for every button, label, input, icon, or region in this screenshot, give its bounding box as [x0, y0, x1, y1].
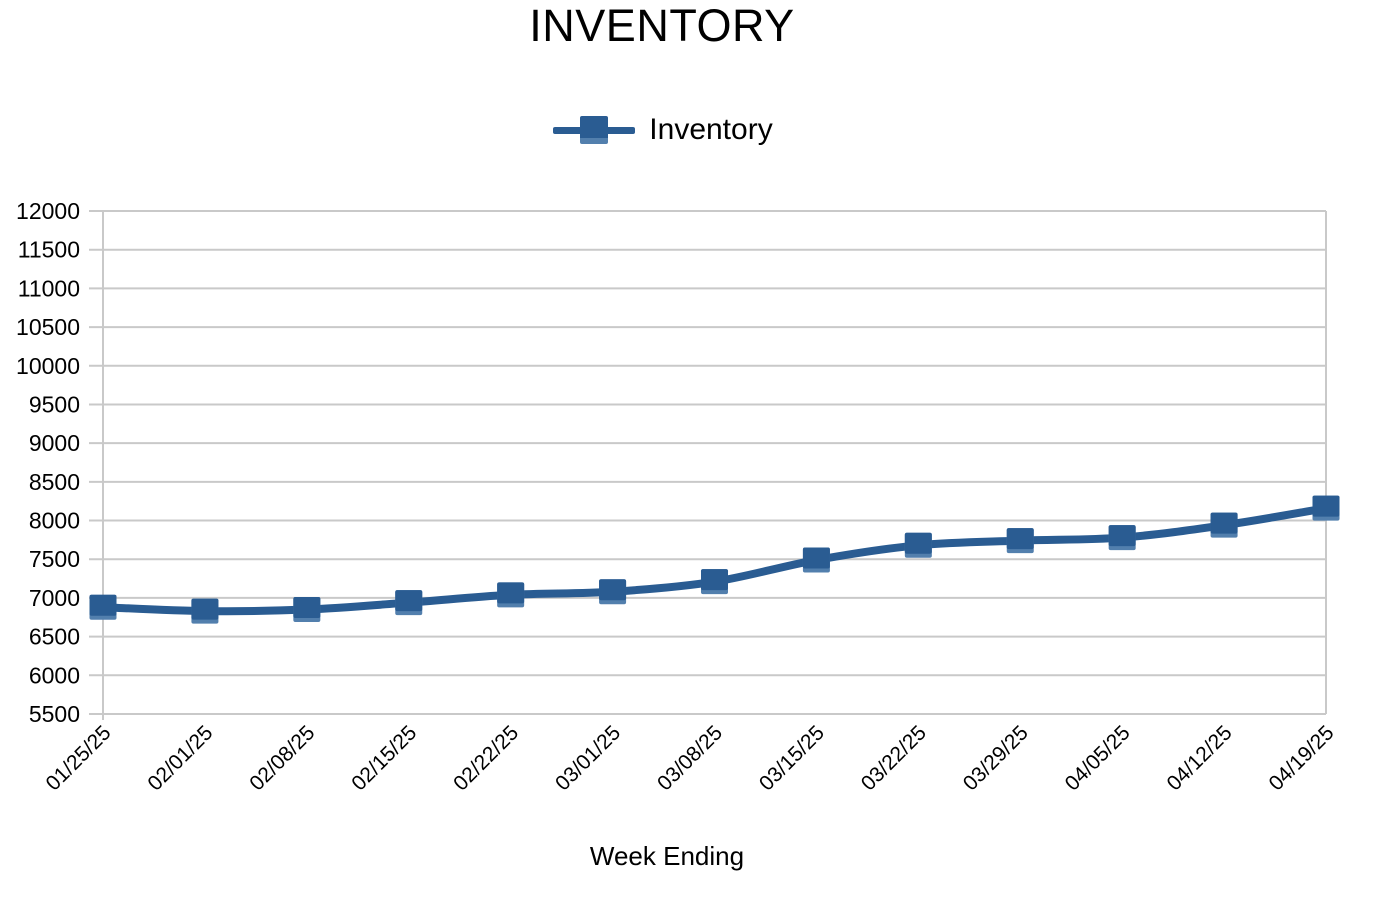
- x-tick-label: 03/08/25: [653, 721, 727, 795]
- x-tick-label: 02/22/25: [449, 721, 523, 795]
- y-tick-label: 7500: [29, 546, 80, 572]
- y-tick-label: 8000: [29, 508, 80, 534]
- data-point-marker: [1108, 525, 1136, 547]
- y-tick-label: 11000: [18, 275, 80, 301]
- x-tick-label: 04/19/25: [1264, 721, 1338, 795]
- data-point-marker: [1006, 528, 1034, 550]
- data-point-marker: [599, 579, 627, 601]
- y-tick-label: 8500: [29, 469, 80, 495]
- legend-series-marker-icon: [553, 116, 636, 144]
- x-axis-title: Week Ending: [589, 841, 745, 871]
- x-tick-label: 02/15/25: [347, 721, 421, 795]
- legend: Inventory: [0, 106, 1326, 154]
- y-tick-label: 12000: [16, 198, 80, 224]
- y-tick-label: 11500: [18, 237, 80, 263]
- x-tick-label: 04/12/25: [1163, 721, 1237, 795]
- x-tick-label: 03/15/25: [755, 721, 829, 795]
- y-tick-label: 10000: [16, 353, 80, 379]
- data-point-marker: [802, 547, 830, 569]
- legend-square-icon: [580, 116, 609, 144]
- chart-title: INVENTORY: [529, 0, 795, 51]
- legend-label: Inventory: [649, 113, 773, 146]
- x-tick-label: 03/01/25: [551, 721, 625, 795]
- data-point-marker: [395, 590, 423, 612]
- x-tick-label: 02/01/25: [143, 721, 217, 795]
- x-tick-label: 02/08/25: [245, 721, 319, 795]
- data-point-marker: [904, 532, 932, 554]
- x-tick-label: 03/22/25: [857, 721, 931, 795]
- y-tick-label: 9000: [29, 430, 80, 456]
- data-point-marker: [1210, 512, 1238, 534]
- y-tick-label: 9500: [29, 391, 80, 417]
- data-point-marker: [293, 597, 321, 619]
- x-tick-label: 04/05/25: [1061, 721, 1135, 795]
- y-tick-label: 6500: [29, 624, 80, 650]
- y-tick-label: 5500: [29, 701, 80, 727]
- y-tick-label: 6000: [29, 662, 80, 688]
- data-point-marker: [89, 594, 117, 616]
- data-point-marker: [191, 598, 219, 620]
- data-point-marker: [497, 582, 525, 604]
- data-point-marker: [1312, 495, 1340, 517]
- y-tick-label: 7000: [29, 585, 80, 611]
- data-point-marker: [701, 569, 728, 591]
- x-tick-label: 01/25/25: [41, 721, 115, 795]
- y-tick-label: 10500: [16, 314, 80, 340]
- x-tick-label: 03/29/25: [959, 721, 1033, 795]
